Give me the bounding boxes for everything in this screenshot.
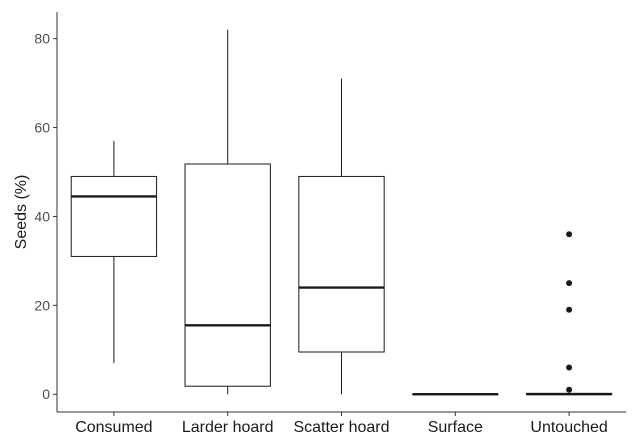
y-tick-label: 80 (34, 31, 50, 47)
iqr-box (70, 175, 158, 257)
x-tick-label: Larder hoard (182, 419, 274, 435)
box-scatter-hoard (298, 78, 385, 395)
box-untouched (525, 231, 613, 396)
y-tick-label: 0 (42, 386, 50, 402)
plot-area (70, 29, 613, 396)
x-tick-label: Scatter hoard (293, 419, 389, 435)
iqr-box (184, 163, 271, 387)
x-tick-label: Consumed (75, 419, 152, 435)
y-axis-title: Seeds (%) (13, 175, 30, 250)
y-tick-label: 40 (34, 208, 50, 224)
x-tick-label: Surface (428, 419, 483, 435)
box-consumed (70, 140, 158, 364)
box-surface (412, 393, 499, 396)
outlier-point (566, 306, 573, 313)
box-larder-hoard (184, 29, 271, 395)
y-tick-label: 60 (34, 120, 50, 136)
y-tick-label: 20 (34, 297, 50, 313)
outlier-point (566, 280, 573, 287)
x-tick-label: Untouched (530, 419, 607, 435)
outlier-point (566, 386, 573, 393)
outlier-point (566, 364, 573, 371)
outlier-point (566, 231, 573, 238)
iqr-box (298, 175, 385, 353)
